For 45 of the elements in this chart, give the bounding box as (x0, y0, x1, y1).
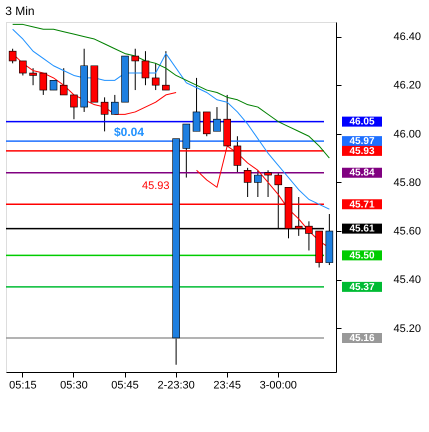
ref-line-label: 45.16 (349, 332, 375, 344)
y-tick-label: 46.40 (394, 31, 422, 44)
candlestick (264, 170, 272, 198)
x-tick-label: 2-23:30 (157, 380, 195, 392)
chart-title: 3 Min (5, 4, 35, 18)
candlestick (60, 68, 68, 96)
y-tick-label: 45.40 (394, 274, 422, 286)
line-series (12, 24, 330, 159)
ref-line-label: 45.84 (349, 168, 375, 179)
candlestick (100, 96, 108, 132)
x-tick-label: 3-00:00 (260, 380, 297, 392)
ref-line-label: 45.97 (349, 136, 375, 148)
annotation: 45.93 (142, 180, 170, 192)
candlestick (244, 167, 252, 198)
y-tick-label: 46.20 (394, 80, 422, 92)
candlestick (213, 106, 221, 132)
candlestick (39, 72, 48, 96)
line-series (12, 28, 330, 210)
candlestick (152, 62, 160, 91)
candlestick (29, 68, 37, 86)
ref-line-label: 45.61 (349, 224, 375, 235)
candlestick (254, 170, 262, 198)
candlestick (192, 77, 200, 132)
x-tick-label: 05:15 (9, 380, 37, 392)
candlestick (131, 48, 140, 91)
candlestick (50, 80, 58, 91)
y-tick-label: 45.60 (394, 226, 422, 238)
candlestick (162, 50, 170, 91)
x-tick-label: 05:30 (60, 380, 88, 392)
y-tick-label: 46.00 (394, 128, 422, 140)
ref-line-label: 45.50 (349, 250, 375, 262)
candlestick (202, 111, 211, 137)
candlestick (70, 94, 78, 120)
annotation: $0.04 (114, 125, 144, 139)
ref-line-label: 45.37 (349, 282, 375, 293)
candlestick (142, 50, 150, 86)
y-tick-label: 45.80 (394, 176, 422, 189)
y-tick-label: 45.20 (394, 322, 422, 335)
x-tick-label: 23:45 (213, 380, 241, 392)
ref-line-label: 45.71 (349, 199, 375, 210)
candlestick (111, 94, 119, 115)
x-tick-label: 05:45 (111, 380, 139, 392)
ref-line-label: 45.93 (349, 146, 375, 157)
ref-line-label: 46.05 (349, 116, 375, 128)
candlestick (19, 60, 27, 76)
